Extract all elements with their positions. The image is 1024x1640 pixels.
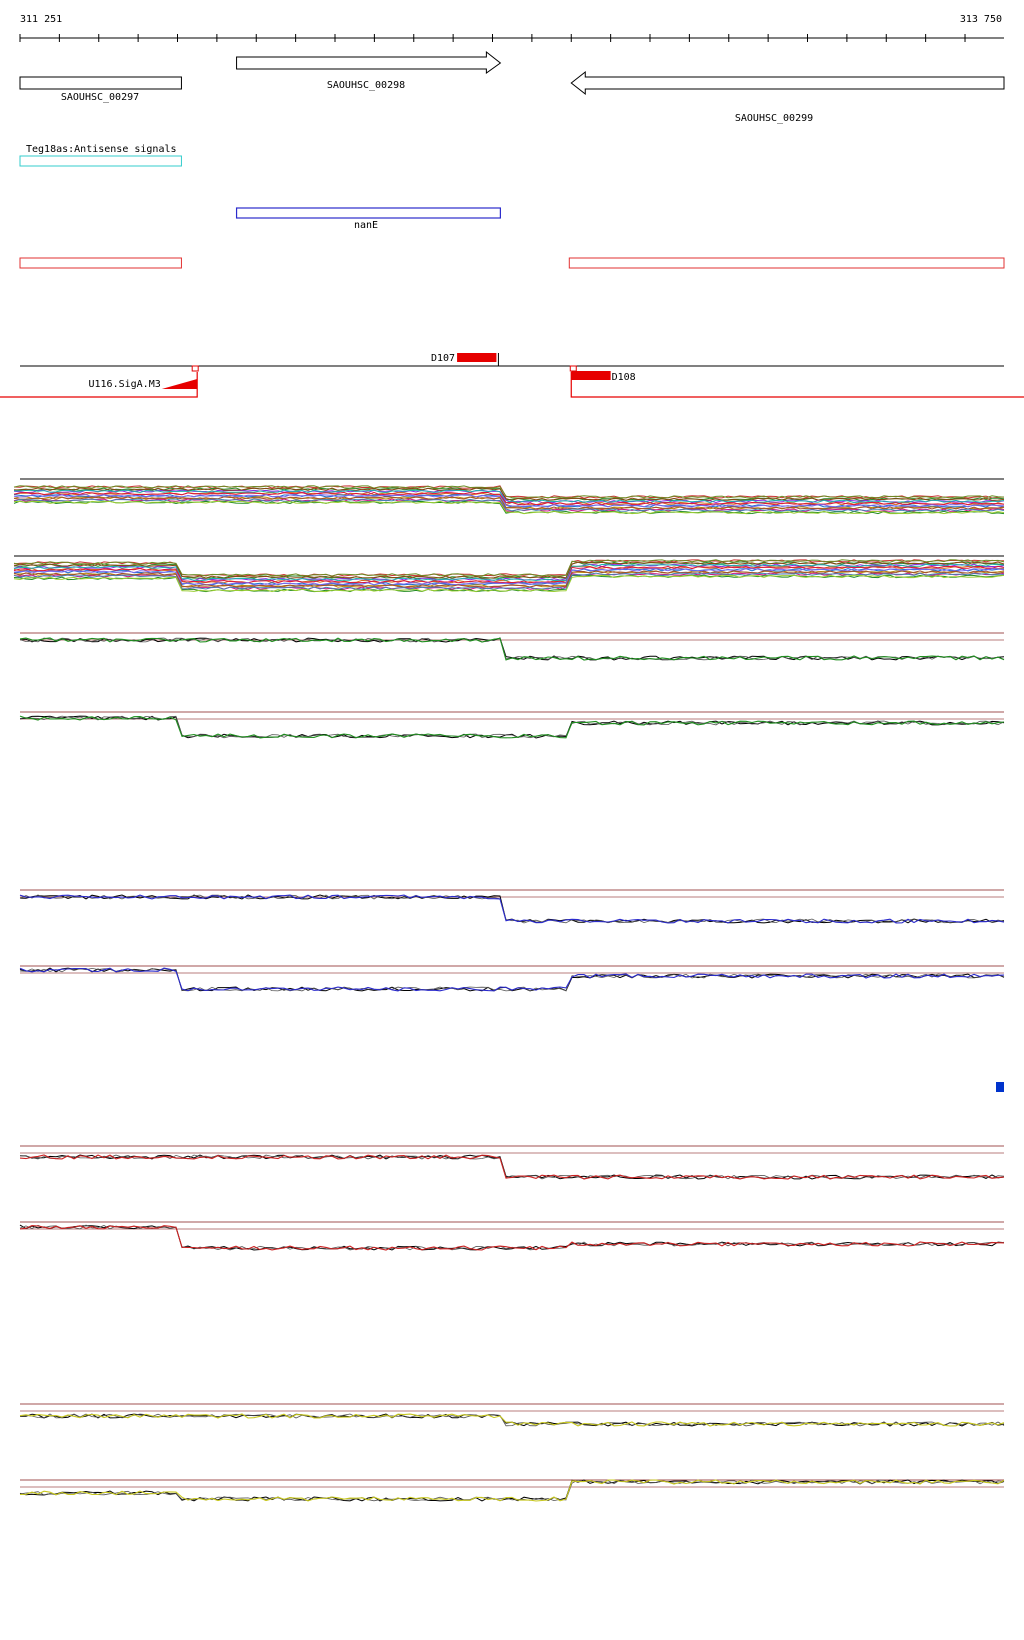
antisense-box[interactable] <box>19 155 182 167</box>
gene-label-sa0299: SAOUHSC_00299 <box>735 113 813 124</box>
regulon-label-nane: nanE <box>354 220 378 231</box>
tiling-multi-condition-plus-strand <box>13 478 1005 515</box>
promoter-u116-siga-m3[interactable] <box>161 379 198 389</box>
expression-panels <box>19 632 1005 1502</box>
transcription-baseline <box>0 372 198 398</box>
operon-box[interactable] <box>19 257 182 269</box>
condition-trace <box>13 559 1005 577</box>
transcription-unit-track: D107 D108 U116.SigA.M3 <box>0 353 1024 398</box>
gene-label-sa0297: SAOUHSC_00297 <box>61 92 139 103</box>
transcription-unit-label-d107: D107 <box>431 353 455 364</box>
gene-annotation-track: SAOUHSC_00297 SAOUHSC_00298 SAOUHSC_0029… <box>19 50 1005 124</box>
expression-trace <box>19 1479 1005 1502</box>
condition-trace <box>13 489 1005 504</box>
expression-trace <box>19 967 1005 992</box>
expression-trace <box>19 1154 1005 1180</box>
transcription-unit-label-d108: D108 <box>612 372 636 383</box>
transcription-baseline <box>570 372 1024 398</box>
promoter-u116-tick <box>191 365 199 372</box>
condition-trace <box>13 491 1005 506</box>
condition-trace <box>13 485 1005 499</box>
expression-trace <box>19 637 1005 661</box>
expression-trace <box>19 967 1005 992</box>
expression-trace <box>19 967 1005 992</box>
antisense-label: Teg18as:Antisense signals <box>26 144 177 155</box>
gene-label-sa0298: SAOUHSC_00298 <box>327 80 405 91</box>
condition-trace <box>14 500 1005 515</box>
expression-trace <box>19 894 1005 924</box>
expression-trace <box>19 1154 1005 1180</box>
condition-trace <box>13 498 1005 512</box>
selection-marker[interactable] <box>996 1082 1004 1092</box>
operon-box[interactable] <box>568 257 1005 269</box>
condition-trace <box>13 487 1005 501</box>
condition-trace <box>13 570 1005 588</box>
regulon-box-nane[interactable] <box>235 207 501 219</box>
coordinate-end-label: 313 750 <box>960 14 1002 25</box>
condition-trace <box>13 574 1005 593</box>
expression-trace <box>19 1479 1005 1502</box>
expression-trace <box>19 894 1005 924</box>
gene-arrow-forward-sa0298[interactable] <box>236 50 502 74</box>
transcription-unit-d108[interactable] <box>571 371 611 380</box>
transcription-unit-d108-tick <box>569 365 577 372</box>
condition-trace <box>13 561 1005 579</box>
gene-arrow-reverse-sa0299[interactable] <box>570 70 1005 96</box>
transcription-unit-d107[interactable] <box>457 353 497 362</box>
promoter-label-u116: U116.SigA.M3 <box>89 379 161 390</box>
expression-trace <box>19 1479 1005 1502</box>
condition-trace <box>13 489 1005 504</box>
condition-trace <box>13 494 1005 508</box>
expression-trace <box>19 715 1005 739</box>
tiling-multi-condition-minus-strand <box>13 555 1005 593</box>
gene-box-sa0297[interactable] <box>19 76 182 90</box>
condition-trace <box>13 568 1005 586</box>
condition-trace <box>13 565 1005 584</box>
coordinate-start-label: 311 251 <box>20 14 62 25</box>
expression-trace <box>19 1225 1005 1251</box>
condition-trace <box>13 563 1005 582</box>
condition-trace <box>13 498 1005 512</box>
expression-trace <box>19 1413 1005 1427</box>
condition-trace <box>13 496 1005 510</box>
coordinate-ruler <box>19 34 1004 42</box>
expression-trace <box>19 894 1005 924</box>
